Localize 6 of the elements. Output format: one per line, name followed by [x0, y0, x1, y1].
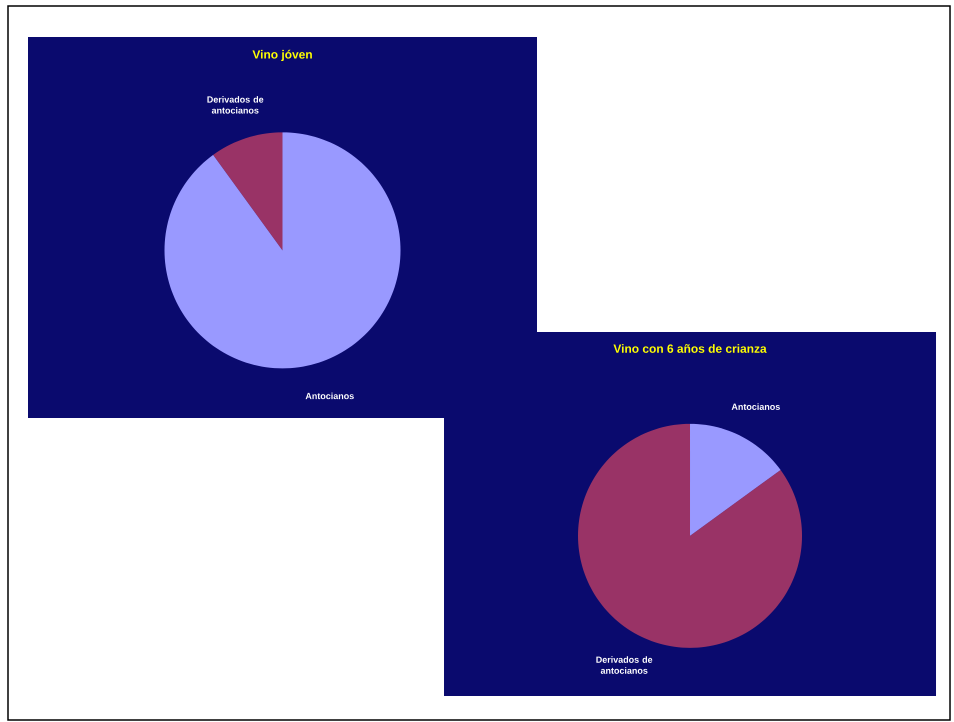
chart-title: Vino con 6 años de crianza: [613, 344, 767, 353]
slice-label: Derivados de antocianos: [207, 96, 264, 114]
slice-label: Antocianos: [306, 392, 354, 400]
chart-title: Vino jóven: [252, 50, 312, 62]
slice-label: Derivados de antocianos: [596, 656, 652, 674]
slice-label: Antocianos: [732, 403, 780, 410]
